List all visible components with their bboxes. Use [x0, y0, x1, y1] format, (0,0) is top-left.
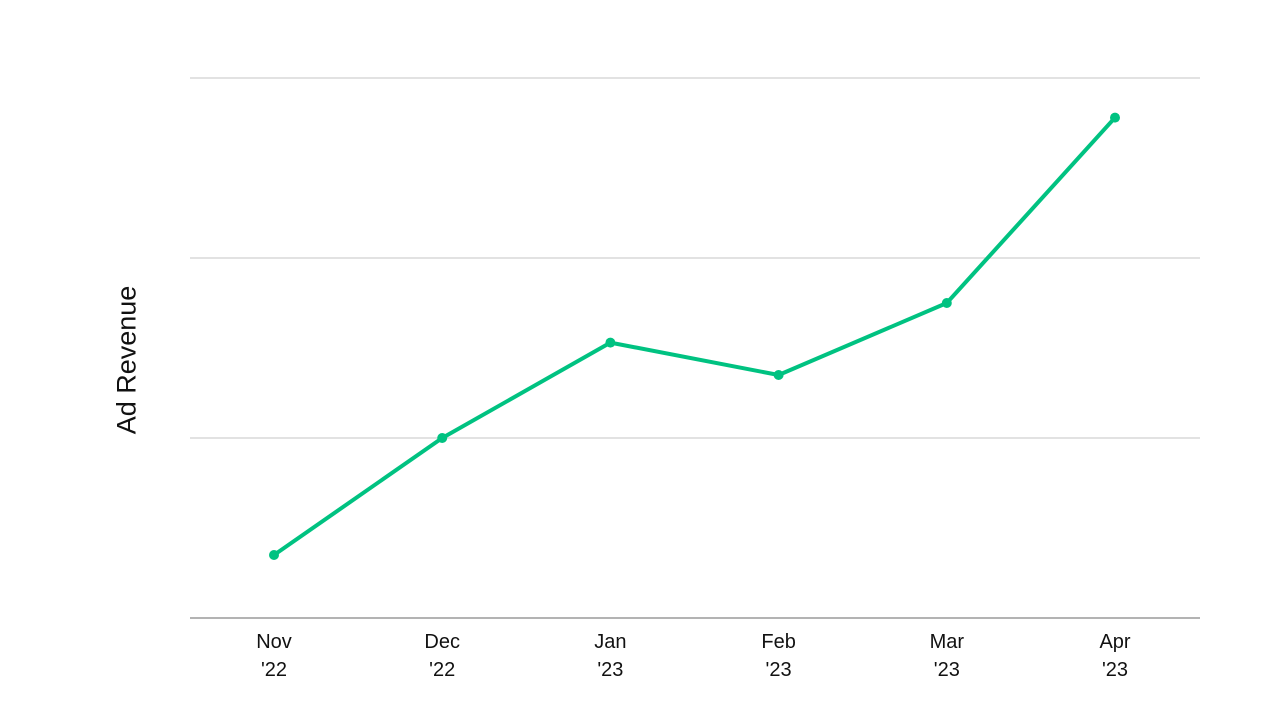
x-tick-year: '23	[1101, 659, 1129, 681]
x-tick-label: Jan '23	[560, 628, 660, 684]
x-tick-month: Feb	[761, 631, 796, 653]
data-point-2	[437, 433, 448, 443]
x-tick-label: Feb '23	[729, 628, 829, 684]
data-point-6	[1110, 112, 1120, 123]
x-tick-month: Nov	[256, 631, 292, 653]
data-point-4	[773, 370, 784, 380]
x-tick-year: '22	[260, 659, 288, 681]
x-tick-label: Apr '23	[1065, 628, 1165, 684]
x-tick-year: '22	[429, 659, 456, 681]
x-tick-month: Jan	[594, 631, 627, 653]
x-tick-year: '23	[597, 659, 624, 681]
data-point-3	[605, 337, 616, 348]
x-tick-month: Dec	[424, 631, 460, 653]
x-tick-year: '23	[933, 659, 960, 681]
x-tick-month: Apr	[1099, 631, 1131, 653]
x-tick-year: '23	[765, 659, 792, 681]
x-tick-label: Mar '23	[897, 628, 997, 684]
series-line-1	[272, 115, 1117, 557]
data-point-1	[269, 550, 279, 560]
x-tick-month: Mar	[929, 631, 965, 653]
x-tick-label: Nov '22	[224, 628, 324, 684]
y-axis-title: Ad Revenue	[111, 285, 142, 435]
data-point-5	[941, 298, 952, 308]
x-tick-label: Dec '22	[392, 628, 492, 684]
